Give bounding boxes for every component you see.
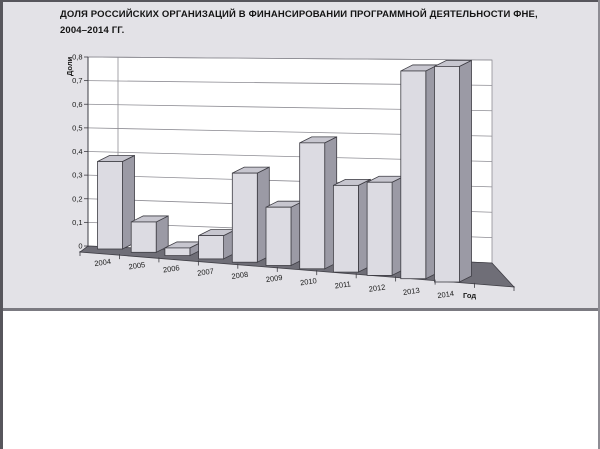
bar-2008 [231, 166, 270, 263]
y-axis-title: Доли [65, 56, 74, 76]
page-edge-left [0, 0, 3, 449]
bar-front-face [97, 161, 123, 250]
y-tick-label: 0,4 [72, 147, 82, 156]
x-tick-label: 2008 [231, 270, 249, 281]
x-axis-title: Год [463, 291, 476, 300]
page-edge-top [0, 0, 600, 2]
y-tick-label: 0,8 [72, 53, 82, 62]
bar-2012 [366, 175, 405, 277]
bar-2013 [400, 64, 439, 280]
bar-front-face [434, 66, 460, 283]
bar-front-face [332, 184, 359, 273]
x-tick-label: 2013 [402, 286, 420, 297]
x-tick-label: 2009 [265, 273, 283, 284]
x-tick-label: 2005 [128, 260, 146, 271]
bar-2006 [164, 241, 203, 257]
bar-2009 [265, 200, 304, 267]
bar-front-face [164, 247, 191, 256]
y-tick-label: 0,3 [72, 171, 82, 180]
gridline [87, 56, 493, 61]
x-tick-label: 2011 [334, 279, 351, 290]
bar-front-face [198, 235, 225, 260]
bar-front-face [400, 70, 427, 280]
x-tick-label: 2004 [94, 257, 112, 268]
y-tick-label: 0,7 [72, 76, 82, 85]
chart-title-line2: 2004–2014 ГГ. [60, 24, 125, 36]
y-tick-label: 0,6 [72, 100, 82, 109]
y-tick-label: 0,5 [72, 123, 82, 132]
x-tick-label: 2007 [197, 267, 215, 278]
x-tick-label: 2006 [162, 263, 180, 274]
bar-front-face [299, 142, 326, 270]
y-tick-label: 0 [78, 242, 82, 251]
bar-2011 [332, 178, 371, 273]
bar-front-face [265, 206, 292, 266]
chart-title-line1: ДОЛЯ РОССИЙСКИХ ОРГАНИЗАЦИЙ В ФИНАНСИРОВ… [60, 9, 538, 20]
x-tick-label: 2012 [368, 283, 386, 294]
x-tick-label: 2010 [300, 276, 318, 287]
y-tick-label: 0,1 [72, 218, 82, 227]
bar-2004 [97, 154, 135, 250]
page-edge-right [598, 0, 600, 449]
bar-front-face [231, 172, 258, 263]
text-section: На протяжении десяти лет ФНЕ совершал пе… [0, 311, 600, 449]
bar-2010 [299, 136, 338, 270]
bar-side-face [459, 59, 472, 283]
bar-2007 [198, 228, 237, 260]
section-divider [0, 308, 600, 311]
chart-section: ДОЛЯ РОССИЙСКИХ ОРГАНИЗАЦИЙ В ФИНАНСИРОВ… [0, 0, 600, 308]
bar-front-face [130, 221, 157, 253]
bar-front-face [366, 181, 393, 276]
y-tick-label: 0,2 [72, 194, 82, 203]
bar-2014 [434, 59, 472, 283]
x-tick-label: 2014 [437, 289, 455, 300]
chart-title: ДОЛЯ РОССИЙСКИХ ОРГАНИЗАЦИЙ В ФИНАНСИРОВ… [60, 7, 540, 38]
bar-2005 [130, 215, 169, 253]
